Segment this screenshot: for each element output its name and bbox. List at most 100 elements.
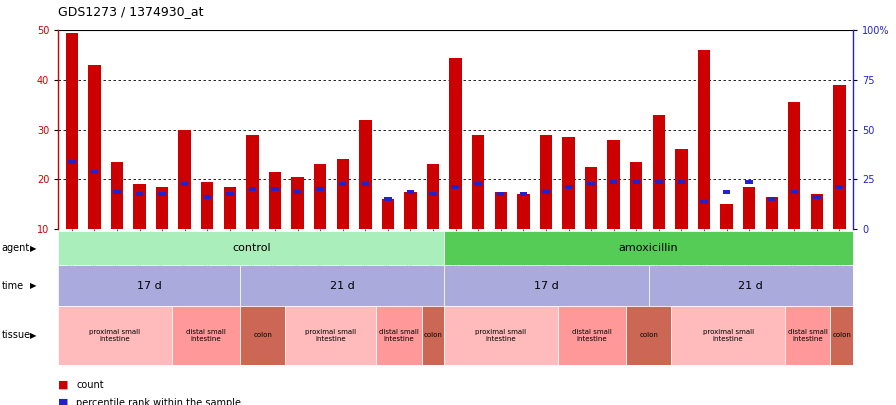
Text: colon: colon <box>254 332 272 338</box>
Text: ■: ■ <box>58 398 69 405</box>
Bar <box>429 192 436 196</box>
Bar <box>58 265 240 306</box>
Bar <box>745 180 753 184</box>
Bar <box>426 164 439 229</box>
Bar <box>676 149 687 229</box>
Bar <box>539 134 552 229</box>
Bar <box>444 231 853 265</box>
Bar <box>156 187 168 229</box>
Bar <box>172 306 240 364</box>
Bar <box>269 172 281 229</box>
Bar <box>831 306 853 364</box>
Bar <box>384 197 392 201</box>
Bar <box>113 190 121 194</box>
Text: control: control <box>232 243 271 253</box>
Text: 17 d: 17 d <box>137 281 161 290</box>
Text: ▶: ▶ <box>30 330 37 340</box>
Bar <box>542 190 549 194</box>
Text: distal small
intestine: distal small intestine <box>185 328 226 342</box>
Bar <box>497 192 504 196</box>
Text: ▶: ▶ <box>30 243 37 253</box>
Text: proximal small
intestine: proximal small intestine <box>90 328 141 342</box>
Bar <box>610 180 617 184</box>
Bar <box>90 170 98 174</box>
Bar <box>88 65 100 229</box>
Bar <box>564 185 573 189</box>
Bar <box>316 187 323 191</box>
Bar <box>720 204 733 229</box>
Bar <box>444 265 649 306</box>
Bar <box>836 185 843 189</box>
Text: 21 d: 21 d <box>738 281 763 290</box>
Text: GDS1273 / 1374930_at: GDS1273 / 1374930_at <box>58 5 203 18</box>
Bar <box>362 182 369 186</box>
Bar <box>407 190 414 194</box>
Bar <box>698 50 711 229</box>
Text: colon: colon <box>639 332 658 338</box>
Bar <box>475 182 482 186</box>
Text: percentile rank within the sample: percentile rank within the sample <box>76 398 241 405</box>
Bar <box>240 265 444 306</box>
Bar <box>339 182 347 186</box>
Bar <box>159 192 166 196</box>
Text: colon: colon <box>424 332 443 338</box>
Bar <box>785 306 831 364</box>
Text: 21 d: 21 d <box>330 281 355 290</box>
Bar <box>224 187 236 229</box>
Bar <box>677 180 685 184</box>
Bar <box>630 162 642 229</box>
Text: tissue: tissue <box>2 330 31 340</box>
Text: amoxicillin: amoxicillin <box>619 243 678 253</box>
Bar <box>421 306 444 364</box>
Bar <box>226 192 234 196</box>
Bar <box>58 231 444 265</box>
Bar <box>585 167 598 229</box>
Bar <box>520 192 527 196</box>
Text: proximal small
intestine: proximal small intestine <box>702 328 754 342</box>
Bar <box>271 187 279 191</box>
Bar <box>607 139 620 229</box>
Text: distal small
intestine: distal small intestine <box>379 328 418 342</box>
Bar <box>285 306 376 364</box>
Bar <box>249 187 256 191</box>
Bar <box>246 134 259 229</box>
Text: distal small
intestine: distal small intestine <box>572 328 612 342</box>
Bar <box>588 182 595 186</box>
Bar <box>444 306 558 364</box>
Bar <box>814 194 821 198</box>
Text: time: time <box>2 281 24 290</box>
Bar <box>203 194 211 198</box>
Bar <box>314 164 326 229</box>
Bar <box>495 192 507 229</box>
Bar <box>790 190 798 194</box>
Bar <box>201 182 213 229</box>
Bar <box>291 177 304 229</box>
Bar <box>294 190 301 194</box>
Bar <box>376 306 421 364</box>
Bar <box>382 199 394 229</box>
Bar <box>178 130 191 229</box>
Bar <box>359 120 372 229</box>
Bar <box>743 187 755 229</box>
Bar <box>472 134 485 229</box>
Bar <box>404 192 417 229</box>
Bar <box>655 180 662 184</box>
Bar <box>563 137 574 229</box>
Bar <box>626 306 671 364</box>
Bar <box>111 162 123 229</box>
Text: ▶: ▶ <box>30 281 37 290</box>
Text: distal small
intestine: distal small intestine <box>788 328 828 342</box>
Bar <box>136 192 143 196</box>
Bar <box>811 194 823 229</box>
Bar <box>701 200 708 204</box>
Bar <box>558 306 626 364</box>
Bar <box>337 160 349 229</box>
Bar <box>833 85 846 229</box>
Bar <box>517 194 530 229</box>
Text: proximal small
intestine: proximal small intestine <box>476 328 527 342</box>
Text: count: count <box>76 380 104 390</box>
Bar <box>723 190 730 194</box>
Bar <box>652 115 665 229</box>
Bar <box>68 160 75 164</box>
Bar <box>181 182 188 186</box>
